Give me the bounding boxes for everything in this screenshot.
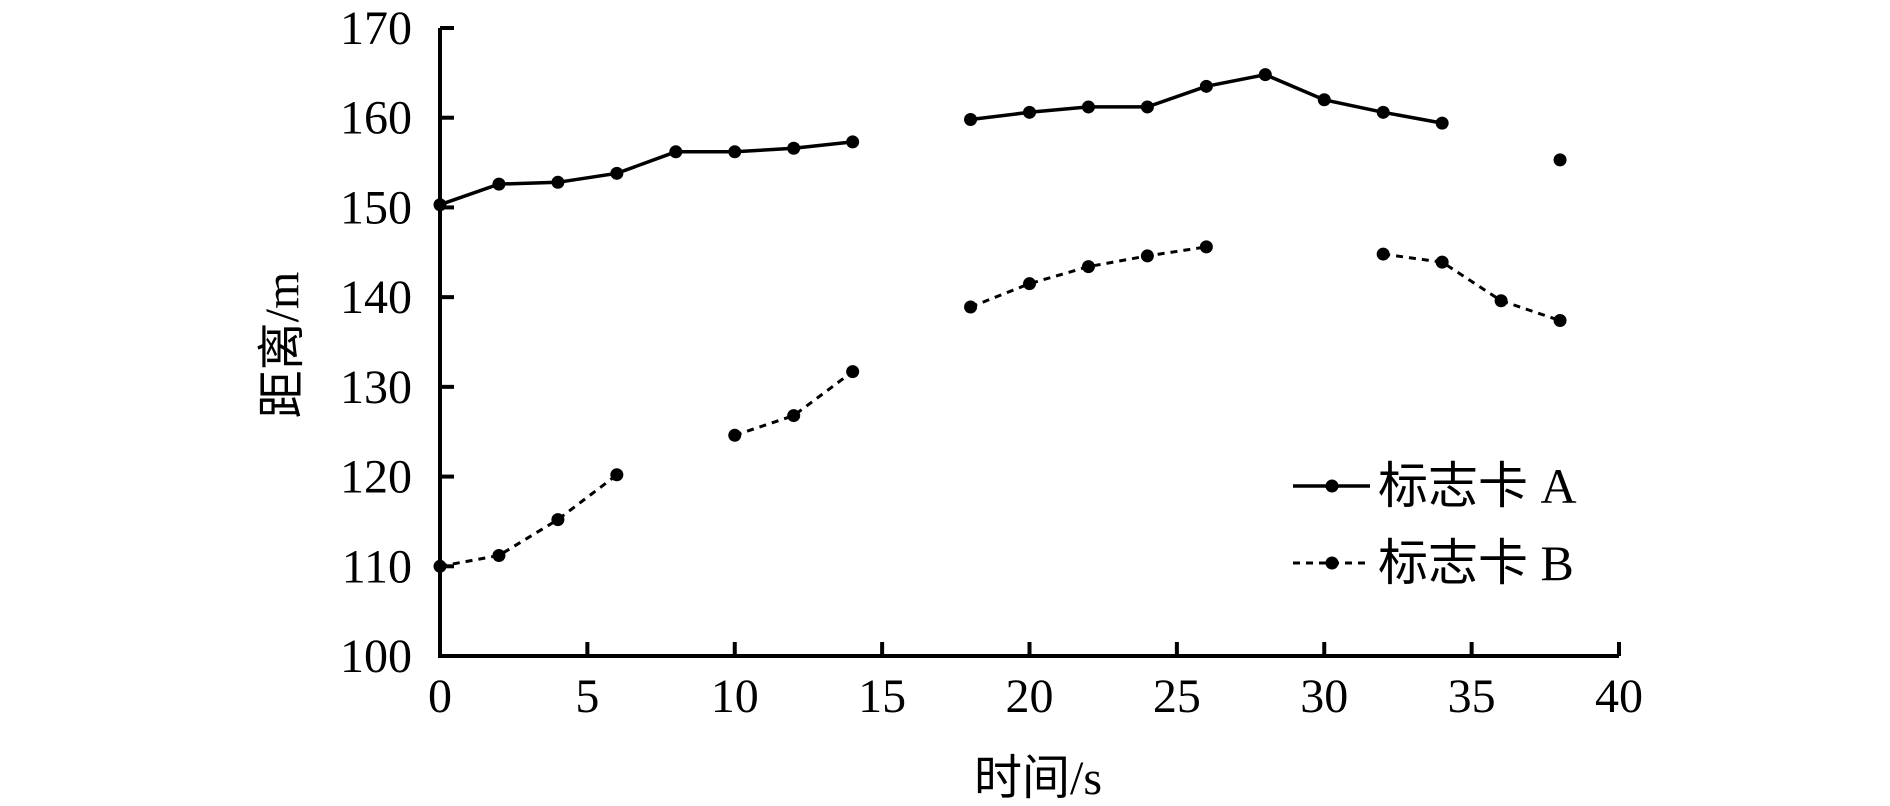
x-tick-label: 20 xyxy=(1006,670,1054,723)
y-tick-label: 170 xyxy=(340,2,412,55)
data-point xyxy=(728,145,742,159)
data-point xyxy=(669,145,683,159)
data-point xyxy=(846,365,860,379)
plot-series xyxy=(433,68,1567,573)
series-a xyxy=(433,68,1567,212)
data-point xyxy=(1435,116,1449,130)
legend: 标志卡 A 标志卡 B xyxy=(1293,458,1577,591)
axes: 100 110 120 130 140 150 160 170 0 5 10 15 20 25 30 35 40 xyxy=(340,2,1643,723)
x-tick-label: 15 xyxy=(858,670,906,723)
data-point xyxy=(1081,260,1095,274)
series-line xyxy=(1382,252,1561,322)
data-point xyxy=(1376,247,1390,261)
y-tick-label: 160 xyxy=(340,92,412,145)
y-axis-title: 距离/m xyxy=(256,272,309,419)
data-point xyxy=(1376,105,1390,119)
x-tick-label: 10 xyxy=(711,670,759,723)
data-point xyxy=(610,166,624,180)
series-line xyxy=(734,370,854,437)
x-tick-label: 30 xyxy=(1300,670,1348,723)
data-point xyxy=(1553,153,1567,167)
data-point xyxy=(1199,240,1213,254)
y-tick-label: 110 xyxy=(342,540,412,593)
data-point xyxy=(1258,68,1272,82)
data-point xyxy=(610,468,624,482)
data-point xyxy=(1081,100,1095,114)
data-point xyxy=(1023,105,1036,119)
x-tick-label: 40 xyxy=(1595,670,1643,723)
data-point xyxy=(1140,249,1154,263)
x-axis-title: 时间/s xyxy=(974,752,1102,805)
data-point xyxy=(787,141,801,155)
data-point xyxy=(551,513,565,527)
data-point xyxy=(1023,277,1036,291)
data-point xyxy=(846,135,860,149)
series-line xyxy=(970,245,1207,309)
data-point xyxy=(964,300,978,314)
x-tick-label: 5 xyxy=(575,670,599,723)
y-tick-label: 150 xyxy=(340,181,412,234)
data-point xyxy=(1435,255,1449,269)
data-point xyxy=(551,175,565,189)
legend-marker xyxy=(1325,556,1339,570)
x-tick-label: 0 xyxy=(428,670,452,723)
y-tick-label: 140 xyxy=(340,271,412,324)
data-point xyxy=(1199,79,1213,93)
legend-label: 标志卡 A xyxy=(1378,458,1577,514)
series-line xyxy=(439,140,853,207)
data-point xyxy=(787,409,801,423)
y-tick-label: 130 xyxy=(340,361,412,414)
data-point xyxy=(492,177,506,191)
data-point xyxy=(1317,93,1331,107)
x-tick-label: 25 xyxy=(1153,670,1201,723)
data-point xyxy=(964,113,978,127)
data-point xyxy=(1494,294,1508,308)
legend-marker xyxy=(1325,479,1339,493)
data-point xyxy=(728,428,742,442)
y-tick-label: 100 xyxy=(340,630,412,683)
series-line xyxy=(439,473,618,568)
series-b xyxy=(433,240,1567,573)
data-point xyxy=(1140,100,1154,114)
data-point xyxy=(1553,313,1567,327)
data-point xyxy=(492,549,506,563)
y-tick-label: 120 xyxy=(340,451,412,504)
legend-label: 标志卡 B xyxy=(1378,535,1574,591)
x-tick-label: 35 xyxy=(1448,670,1496,723)
